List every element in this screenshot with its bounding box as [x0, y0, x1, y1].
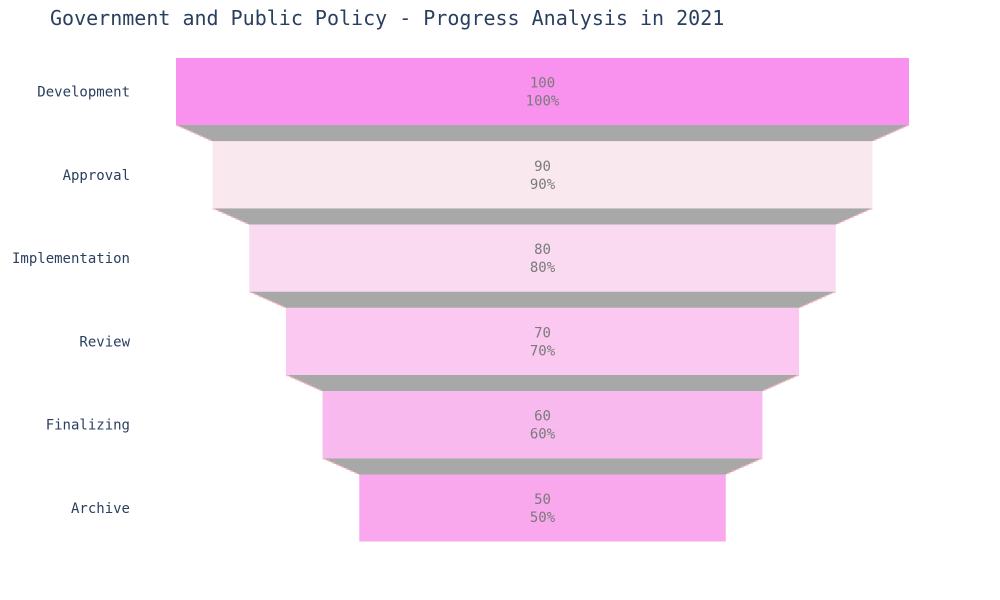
funnel-connector [322, 458, 763, 475]
funnel-connector-edge [798, 290, 837, 309]
chart-title: Government and Public Policy - Progress … [50, 6, 725, 30]
funnel-value-label: 100 [530, 76, 555, 92]
funnel-connector-edge [762, 374, 800, 392]
funnel-bar-review [285, 307, 800, 375]
funnel-connector-edge [725, 457, 763, 476]
funnel-bar-development [176, 58, 909, 125]
funnel-category-label: Archive [71, 501, 130, 517]
funnel-bar-archive [359, 474, 726, 542]
funnel-category-label: Approval [63, 168, 130, 184]
funnel-connector [285, 374, 800, 392]
funnel-connector [249, 291, 836, 308]
funnel-percent-label: 70% [530, 343, 556, 359]
funnel-percent-label: 100% [526, 94, 560, 110]
funnel-connector-edge [175, 124, 213, 142]
funnel-connector-edge [835, 207, 873, 226]
funnel-value-label: 50 [534, 492, 551, 508]
funnel-bar-finalizing [322, 391, 763, 459]
funnel-percent-label: 80% [530, 260, 556, 276]
funnel-percent-label: 90% [530, 177, 556, 193]
funnel-category-label: Development [37, 85, 130, 101]
funnel-percent-label: 60% [530, 427, 556, 443]
funnel-bar-approval [212, 141, 873, 209]
funnel-percent-label: 50% [530, 510, 556, 526]
funnel-connector-edge [285, 374, 323, 392]
funnel-value-label: 80 [534, 242, 551, 258]
funnel-bar-implementation [249, 224, 836, 292]
funnel-connector [212, 208, 873, 225]
funnel-connector-edge [322, 457, 360, 476]
funnel-value-label: 60 [534, 409, 551, 425]
funnel-category-label: Implementation [12, 251, 130, 267]
funnel-connector-edge [212, 207, 250, 226]
funnel-connector-edge [872, 124, 910, 142]
funnel-category-label: Finalizing [46, 418, 130, 434]
funnel-category-label: Review [79, 334, 130, 350]
funnel-connector [176, 125, 909, 142]
funnel-value-label: 70 [534, 325, 551, 341]
funnel-connector-edge [248, 290, 287, 309]
funnel-value-label: 90 [534, 159, 551, 175]
